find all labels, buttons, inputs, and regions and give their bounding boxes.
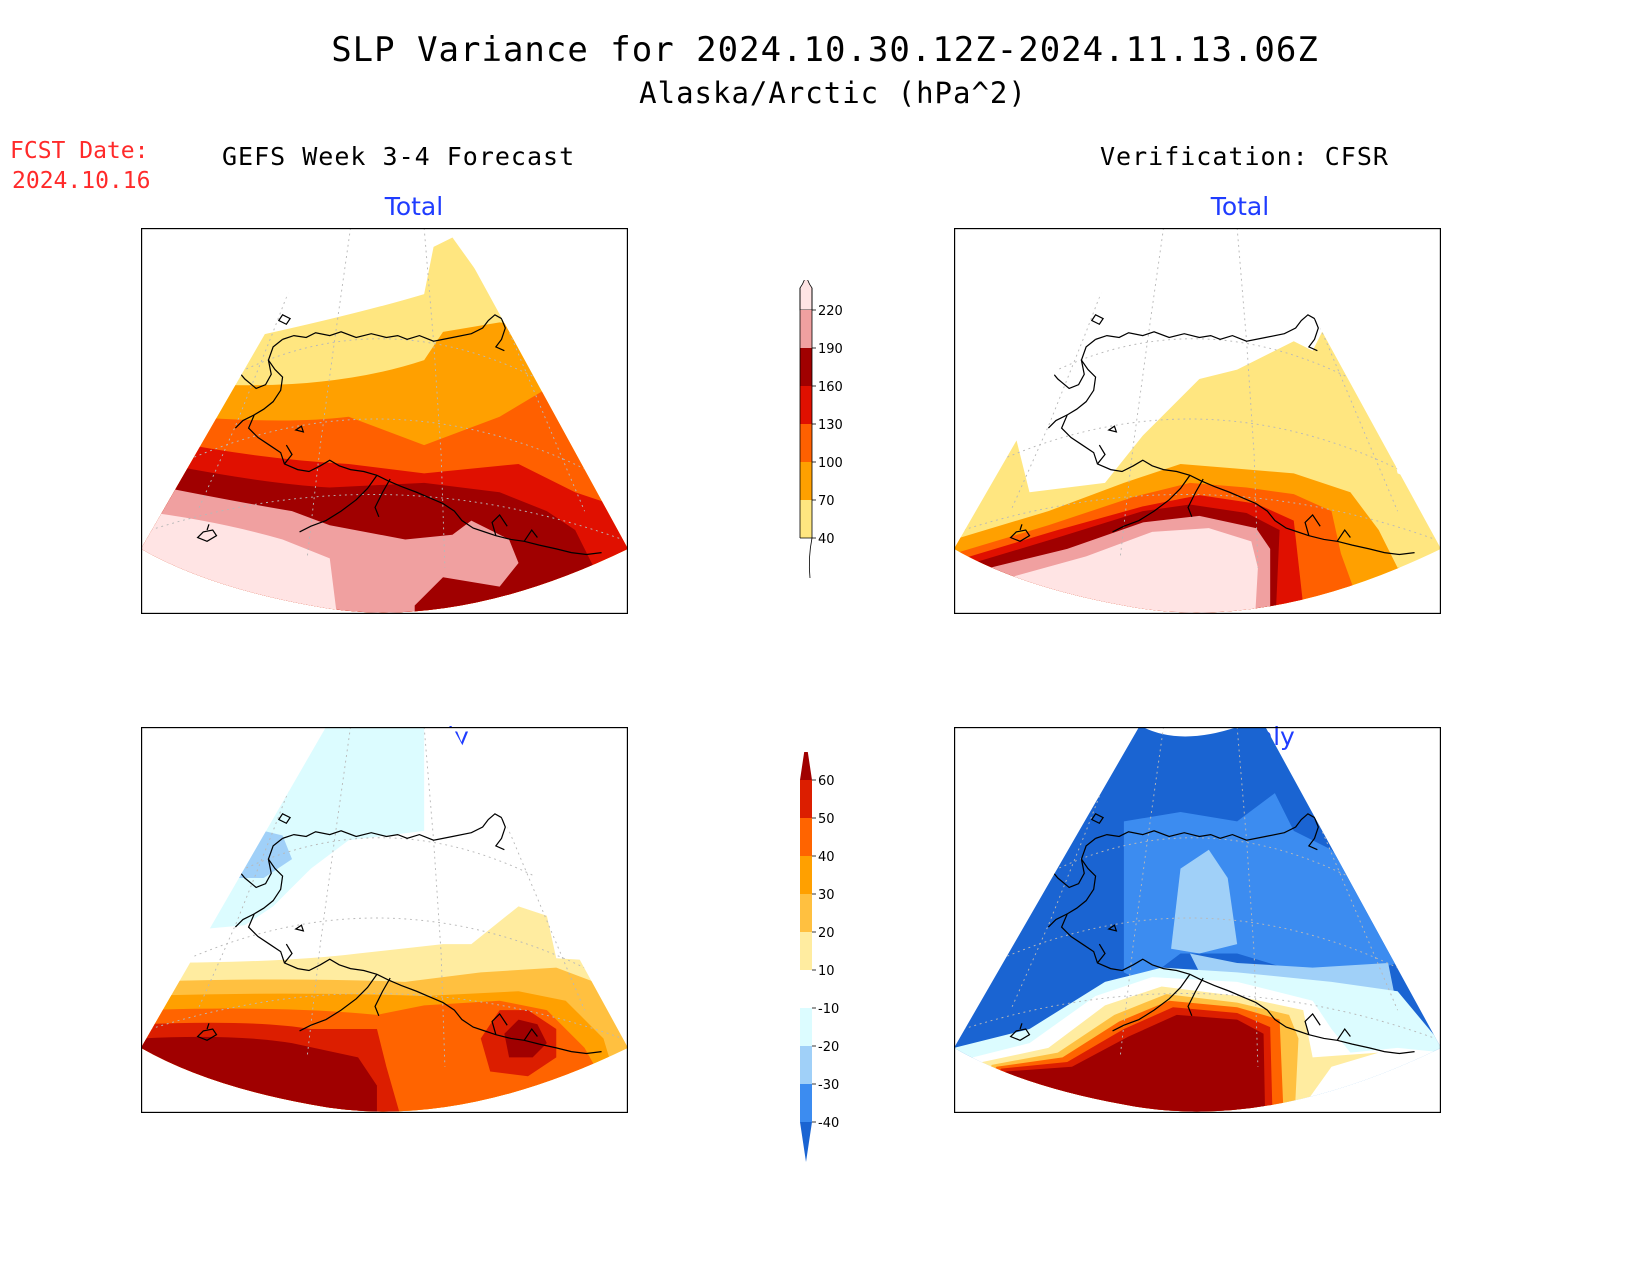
total-colorbar-cap-bottom <box>800 537 813 579</box>
anomaly-colorbar-label: -10 <box>818 1002 839 1017</box>
forecast-column-title: GEFS Week 3-4 Forecast <box>222 142 576 171</box>
forecast-total-map <box>141 228 628 614</box>
anomaly-colorbar: -40 -30 -20 -10 10 20 30 40 50 60 <box>800 752 839 1162</box>
figure-title: SLP Variance for 2024.10.30.12Z-2024.11.… <box>331 30 1319 70</box>
anomaly-colorbar-box <box>800 894 812 932</box>
anomaly-colorbar-box <box>800 818 812 856</box>
fcst-date-value: 2024.10.16 <box>12 168 151 194</box>
total-colorbar-label: 160 <box>818 380 843 395</box>
forecast-anomaly-map <box>141 727 628 1113</box>
total-colorbar-label: 40 <box>818 532 835 547</box>
figure-subtitle: Alaska/Arctic (hPa^2) <box>639 76 1027 110</box>
anomaly-colorbar-label: -20 <box>818 1040 839 1055</box>
total-colorbar-label: 70 <box>818 494 835 509</box>
anomaly-colorbar-cap-bottom <box>800 1122 812 1162</box>
total-colorbar-box <box>800 424 812 462</box>
total-colorbar-box <box>800 500 812 538</box>
total-colorbar-label: 100 <box>818 456 843 471</box>
total-colorbar-box <box>800 386 812 424</box>
anomaly-colorbar-box <box>800 1084 812 1122</box>
anomaly-colorbar-box <box>800 780 812 818</box>
anomaly-colorbar-label: 40 <box>818 850 835 865</box>
total-colorbar-box <box>800 310 812 348</box>
total-colorbar-label: 190 <box>818 342 843 357</box>
anomaly-colorbar-box <box>800 1008 812 1046</box>
total-colorbar-label: 220 <box>818 304 843 319</box>
anomaly-colorbar-label: -30 <box>818 1078 839 1093</box>
anomaly-colorbar-box <box>800 932 812 970</box>
anomaly-colorbar-box <box>800 970 812 1008</box>
anomaly-colorbar-label: 30 <box>818 888 835 903</box>
anomaly-colorbar-box <box>800 1046 812 1084</box>
anomaly-colorbar-cap-top <box>800 752 812 780</box>
forecast-total-title: Total <box>384 192 444 221</box>
fcst-date-label: FCST Date: <box>10 138 149 164</box>
total-colorbar-box <box>800 462 812 500</box>
anomaly-colorbar-box <box>800 856 812 894</box>
verification-total-map <box>954 228 1441 614</box>
verification-anomaly-map <box>954 727 1441 1113</box>
anomaly-colorbar-label: 60 <box>818 774 835 789</box>
verification-column-title: Verification: CFSR <box>1100 142 1389 171</box>
anomaly-colorbar-label: 20 <box>818 926 835 941</box>
anomaly-colorbar-label: 10 <box>818 964 835 979</box>
total-colorbar-box <box>800 348 812 386</box>
total-colorbar-cap-top <box>799 280 813 311</box>
verification-total-title: Total <box>1210 192 1270 221</box>
total-colorbar: 40 70 100 130 160 190 220 <box>799 280 843 579</box>
anomaly-colorbar-label: -40 <box>818 1116 839 1131</box>
anomaly-colorbar-label: 50 <box>818 812 835 827</box>
total-colorbar-label: 130 <box>818 418 843 433</box>
